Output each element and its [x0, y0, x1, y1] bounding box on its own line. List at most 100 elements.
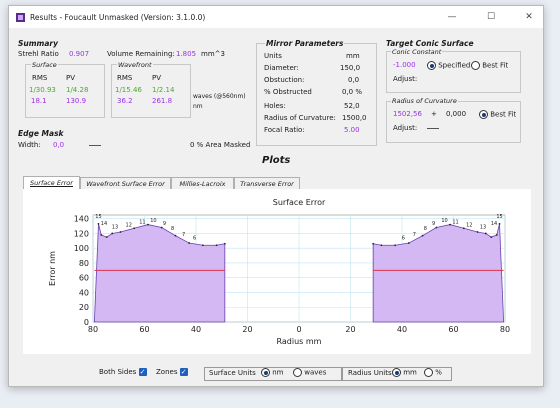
data-point	[462, 227, 465, 230]
edge-width-label: Width:	[18, 141, 41, 149]
roc-label: Radius of Curvature:	[264, 114, 336, 122]
x-tick-label: 40	[397, 325, 407, 334]
both-sides-label: Both Sides	[99, 368, 137, 376]
conic-group	[386, 51, 521, 93]
zone-label: 11	[139, 219, 145, 225]
zone-label: 7	[413, 232, 416, 238]
data-point	[495, 234, 498, 236]
target-roc-adjust[interactable]: 0,000	[446, 110, 467, 118]
obstruction-value: 0,0	[348, 76, 360, 84]
y-tick-label: 20	[79, 303, 89, 312]
both-sides-checkbox[interactable]: Both Sides ✓	[99, 368, 147, 376]
wavefront-rms-nm: 36.2	[117, 97, 133, 105]
bestfit2-label: Best Fit	[490, 110, 517, 119]
specified-radio[interactable]: Specified	[427, 61, 470, 70]
maximize-icon[interactable]: ☐	[486, 12, 496, 22]
surface-pv-label: PV	[66, 74, 76, 82]
obstruction-label: Obstuction:	[264, 76, 305, 84]
tab-wavefront-surface-error[interactable]: Wavefront Surface Error	[80, 177, 171, 190]
data-point	[188, 242, 191, 244]
volume-value: 1.805	[176, 50, 197, 58]
volume-label: Volume Remaining:	[107, 50, 175, 58]
zone-label: 14	[101, 221, 107, 227]
data-point	[174, 234, 177, 237]
data-point	[215, 244, 218, 247]
strehl-value: 0.907	[69, 50, 90, 58]
bestfit-radio[interactable]: Best Fit	[471, 61, 508, 70]
units-value: mm	[346, 52, 360, 60]
results-window: Results - Foucault Unmasked (Version: 3.…	[8, 5, 544, 387]
data-point	[421, 234, 424, 237]
surface-label: Surface	[31, 61, 58, 69]
minimize-icon[interactable]: —	[447, 12, 457, 22]
holes-label: Holes:	[264, 102, 286, 110]
roc-value: 1500,0	[342, 114, 367, 122]
waves-radio[interactable]: waves	[293, 368, 326, 377]
x-tick-label: 80	[88, 325, 98, 334]
data-point	[147, 223, 149, 226]
strehl-label: Strehl Ratio	[18, 50, 59, 58]
zones-label: Zones	[156, 368, 178, 376]
holes-value: 52,0	[344, 102, 360, 110]
series-area-0	[93, 223, 226, 323]
volume-unit: mm^3	[201, 50, 225, 58]
percent-radio-icon	[424, 368, 433, 377]
bestfit-radio-icon	[471, 61, 480, 70]
mm-radio[interactable]: mm	[392, 368, 417, 377]
data-point	[111, 232, 114, 235]
edge-mask-header: Edge Mask	[18, 129, 64, 138]
chart-title: Surface Error	[273, 198, 326, 207]
zone-label: 7	[182, 232, 185, 238]
percent-label: %	[435, 368, 442, 377]
y-tick-label: 120	[74, 229, 89, 238]
data-point	[97, 222, 100, 225]
mm-radio-icon	[392, 368, 401, 377]
diameter-label: Diameter:	[264, 64, 299, 72]
mirror-parameters-header: Mirror Parameters	[265, 39, 345, 48]
x-tick-label: 0	[296, 325, 301, 334]
tab-transverse-error[interactable]: Transverse Error	[234, 177, 300, 190]
roc-adjust-slider[interactable]	[427, 128, 439, 129]
diameter-value: 150,0	[340, 64, 361, 72]
roc-group	[386, 101, 521, 143]
roc-adjust-label: Adjust:	[393, 124, 418, 132]
data-point	[407, 242, 410, 244]
check-icon: ✓	[179, 368, 188, 376]
tab-surface-error[interactable]: Surface Error	[23, 176, 80, 190]
units-label: Units	[264, 52, 282, 60]
area-masked-label: 0 % Area Masked	[190, 141, 251, 149]
y-tick-label: 40	[79, 288, 89, 297]
conic-adjust-label: Adjust:	[393, 75, 418, 83]
window-title: Results - Foucault Unmasked (Version: 3.…	[30, 13, 206, 22]
nm-unit-label: nm	[193, 103, 203, 110]
bestfit2-radio[interactable]: Best Fit	[479, 110, 516, 119]
x-tick-label: 60	[139, 325, 149, 334]
focal-ratio-value: 5.00	[344, 126, 360, 134]
tab-millies-lacroix[interactable]: Millies-Lacroix	[171, 177, 234, 190]
zone-label: 10	[150, 218, 156, 224]
zone-label: 13	[480, 224, 486, 230]
y-axis-label: Error nm	[48, 251, 57, 286]
summary-header: Summary	[18, 39, 59, 48]
edge-width-slider[interactable]	[89, 145, 101, 146]
target-conic-header: Target Conic Surface	[386, 39, 474, 48]
target-roc-value[interactable]: 1502,56	[393, 110, 422, 118]
x-tick-label: 20	[242, 325, 252, 334]
close-icon[interactable]: ✕	[525, 12, 533, 22]
edge-width-value[interactable]: 0,0	[53, 141, 65, 149]
zone-label: 9	[432, 221, 435, 227]
conic-constant-value[interactable]: -1.000	[393, 61, 416, 69]
bestfit2-radio-icon	[479, 110, 488, 119]
data-point	[490, 236, 493, 239]
title-bar: Results - Foucault Unmasked (Version: 3.…	[9, 6, 543, 28]
percent-radio[interactable]: %	[424, 368, 442, 377]
target-roc-label: Radius of Curvature	[391, 97, 458, 105]
zone-label: 9	[163, 221, 166, 227]
surface-pv-frac: 1/4.28	[66, 86, 89, 94]
zones-checkbox[interactable]: Zones ✓	[156, 368, 188, 376]
data-point	[119, 231, 122, 233]
x-tick-label: 40	[191, 325, 201, 334]
y-tick-label: 80	[79, 259, 89, 268]
surface-rms-nm: 18.1	[31, 97, 47, 105]
nm-radio[interactable]: nm	[261, 368, 284, 377]
